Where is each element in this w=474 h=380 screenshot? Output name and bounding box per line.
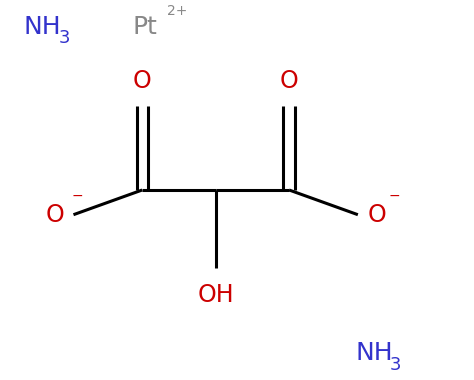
Text: NH: NH <box>24 14 61 39</box>
Text: OH: OH <box>197 283 234 307</box>
Text: NH: NH <box>356 341 393 366</box>
Text: 3: 3 <box>390 356 401 374</box>
Text: Pt: Pt <box>133 14 157 39</box>
Text: −: − <box>71 189 83 203</box>
Text: 3: 3 <box>58 29 70 47</box>
Text: −: − <box>389 189 401 203</box>
Text: O: O <box>45 203 64 227</box>
Text: 2+: 2+ <box>167 5 187 18</box>
Text: O: O <box>280 69 299 93</box>
Text: O: O <box>133 69 152 93</box>
Text: O: O <box>367 203 386 227</box>
